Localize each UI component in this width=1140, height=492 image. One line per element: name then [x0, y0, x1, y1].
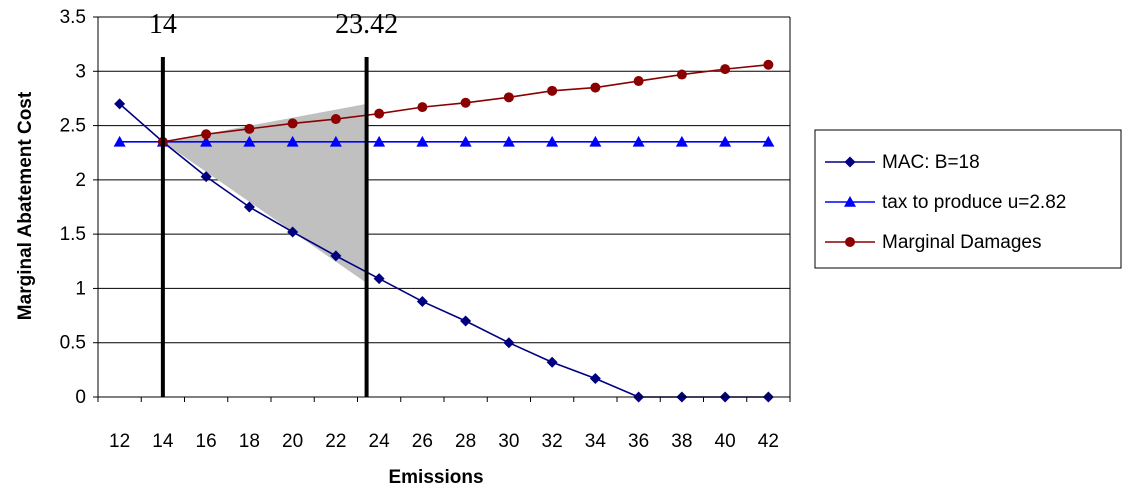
- series-0-point-4: [287, 226, 299, 238]
- series-1-point-4: [286, 135, 299, 147]
- y-tick-label-1: 0.5: [60, 333, 86, 354]
- series-2-point-10: [590, 82, 601, 93]
- series-1-point-13: [675, 135, 688, 147]
- x-tick-label-6: 24: [369, 431, 391, 452]
- x-tick-label-5: 22: [325, 431, 346, 452]
- series-1-point-3: [243, 135, 256, 147]
- series-0-point-6: [373, 273, 385, 285]
- y-axis-title: Marginal Abatement Cost: [15, 91, 36, 320]
- series-0-point-11: [589, 373, 601, 385]
- y-tick-label-2: 1: [75, 278, 86, 299]
- series-2-point-13: [720, 64, 731, 75]
- legend-marker-0: [844, 156, 856, 168]
- series-2-point-3: [287, 118, 298, 129]
- x-tick-label-3: 18: [239, 431, 260, 452]
- x-axis-title: Emissions: [388, 467, 483, 488]
- legend-label-0: MAC: B=18: [882, 152, 980, 173]
- shaded-triangle: [162, 103, 367, 283]
- series-1: [113, 135, 775, 147]
- series-2-point-9: [547, 85, 558, 96]
- x-tick-label-10: 32: [542, 431, 563, 452]
- tick-labels: 0 0.5 1 1.5 2 2.5 3 3.5 12 14 16 18 20 22 24 26 28 30 32 34…: [60, 7, 791, 452]
- x-tick-label-0: 12: [109, 431, 130, 452]
- annotation-label-1: 23.42: [335, 9, 398, 40]
- series-1-point-11: [589, 135, 602, 147]
- x-tick-label-13: 38: [671, 431, 692, 452]
- series-2-point-4: [330, 114, 341, 125]
- series-2-point-1: [201, 129, 212, 140]
- x-tick-label-8: 28: [455, 431, 476, 452]
- x-tick-label-9: 30: [498, 431, 519, 452]
- legend-label-2: Marginal Damages: [882, 232, 1041, 253]
- series-2-point-8: [503, 92, 514, 103]
- series-0-point-8: [460, 315, 472, 327]
- series-1-point-2: [200, 135, 213, 147]
- legend-marker-2: [845, 237, 855, 247]
- series-0-point-5: [330, 250, 342, 262]
- annotation-label-0: 14: [149, 9, 177, 40]
- series-1-point-7: [416, 135, 429, 147]
- series-0-point-3: [243, 201, 255, 213]
- y-tick-label-6: 3: [75, 61, 86, 82]
- series-1-point-12: [632, 135, 645, 147]
- y-tick-label-0: 0: [75, 387, 86, 408]
- series-2: [157, 59, 774, 147]
- y-tick-label-7: 3.5: [60, 7, 86, 28]
- series-0-point-9: [503, 337, 515, 349]
- series-1-point-15: [762, 135, 775, 147]
- x-tick-label-15: 42: [758, 431, 779, 452]
- y-tick-label-3: 1.5: [60, 224, 86, 245]
- series-1-point-8: [459, 135, 472, 147]
- x-tick-label-12: 36: [628, 431, 649, 452]
- x-tick-label-14: 40: [715, 431, 736, 452]
- series-2-point-5: [374, 108, 385, 119]
- series-1-point-14: [719, 135, 732, 147]
- series-0-point-7: [416, 295, 428, 307]
- series-0-point-10: [546, 356, 558, 368]
- series-2-point-12: [676, 69, 687, 80]
- y-tick-label-4: 2: [75, 170, 86, 191]
- series-2-point-14: [763, 59, 774, 70]
- series-1-point-10: [546, 135, 559, 147]
- series-layer: [113, 59, 775, 403]
- series-0-point-2: [200, 171, 212, 183]
- x-tick-label-1: 14: [152, 431, 174, 452]
- shaded-region: [162, 103, 367, 283]
- x-tick-label-2: 16: [196, 431, 217, 452]
- x-tick-label-11: 34: [585, 431, 607, 452]
- series-2-point-11: [633, 76, 644, 87]
- series-1-point-9: [502, 135, 515, 147]
- y-tick-label-5: 2.5: [60, 116, 86, 137]
- series-2-point-6: [417, 102, 428, 113]
- legend-label-1: tax to produce u=2.82: [882, 192, 1066, 213]
- annotation-lines: 14 23.42: [149, 9, 398, 397]
- series-1-point-5: [329, 135, 342, 147]
- series-0-point-0: [114, 98, 126, 110]
- legend-box: [814, 129, 1122, 269]
- x-tick-label-7: 26: [412, 431, 433, 452]
- gridlines: [98, 16, 791, 397]
- legend-marker-1: [844, 196, 856, 207]
- series-1-point-6: [373, 135, 386, 147]
- series-2-point-2: [244, 123, 255, 134]
- legend: MAC: B=18 tax to produce u=2.82 Marginal D…: [814, 129, 1122, 269]
- series-2-point-7: [460, 97, 471, 108]
- series-1-point-0: [113, 135, 126, 147]
- x-tick-label-4: 20: [282, 431, 303, 452]
